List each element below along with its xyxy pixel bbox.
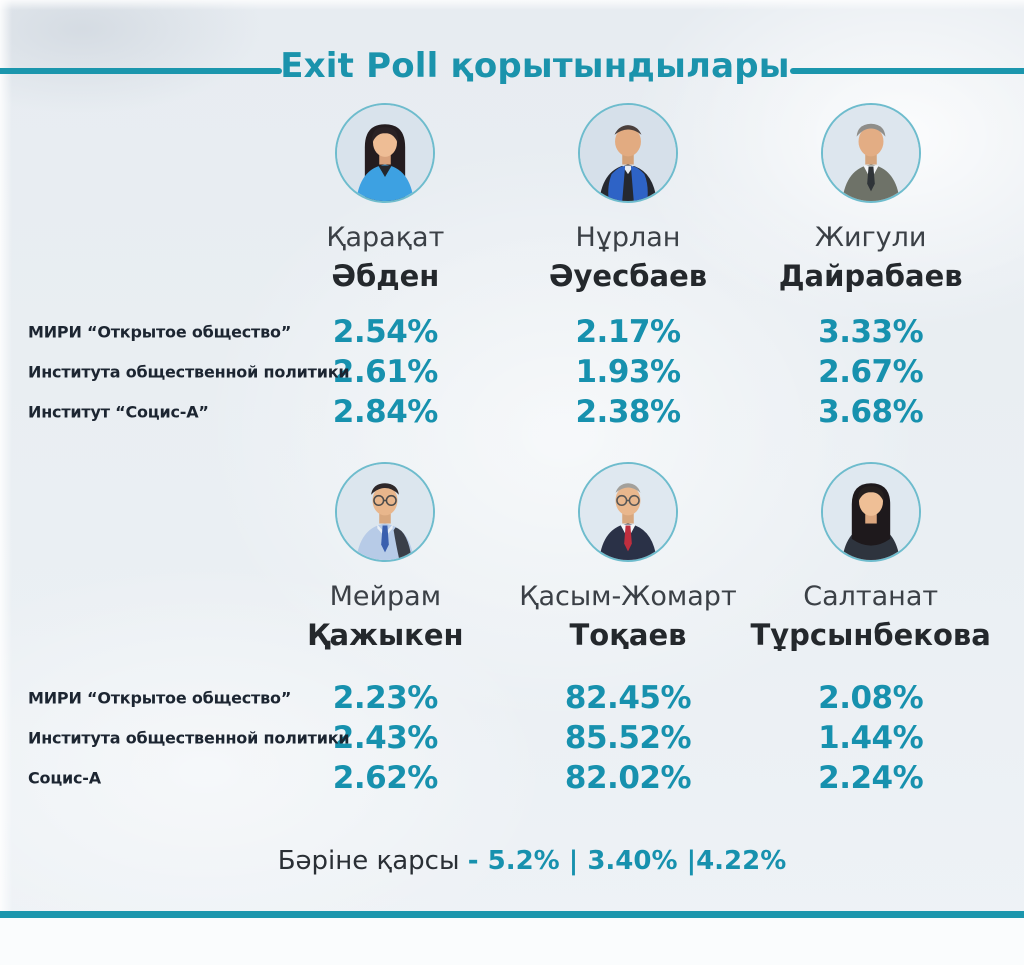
poll-value: 2.08% (818, 680, 924, 716)
candidate-last-name: Тоқаев (569, 618, 687, 652)
candidate-card-tokayev: Қасым-Жомарт Тоқаев (507, 462, 750, 655)
title-rule-right (790, 68, 1024, 74)
poll-value: 2.24% (818, 760, 924, 796)
candidate-photo-auesbaev (577, 103, 678, 203)
pollster-label: Институт “Социс-А” (28, 402, 209, 422)
candidate-photo-abden (335, 103, 436, 203)
against-all-values: - 5.2% | 3.40% |4.22% (467, 846, 787, 876)
candidate-photo-tokayev (577, 462, 678, 562)
poll-value: 82.02% (564, 760, 692, 796)
candidate-last-name: Тұрсынбекова (750, 618, 991, 652)
candidates-row-1: Қарақат Әбден Нұрлан Әуесбаев (264, 103, 992, 296)
poll-value: 2.67% (818, 354, 924, 390)
poll-value: 1.44% (818, 720, 924, 756)
person-icon (579, 464, 676, 560)
poll-value: 2.38% (575, 394, 681, 430)
poll-row: Института общественной политики 2.61% 1.… (0, 352, 1024, 392)
candidate-first-name: Салтанат (803, 581, 939, 612)
candidate-photo-kazhyken (335, 462, 436, 562)
poll-row: МИРИ “Открытое общество” 2.54% 2.17% 3.3… (0, 312, 1024, 352)
candidate-last-name: Қажыкен (307, 618, 464, 652)
candidate-photo-dairabaev (820, 103, 921, 203)
pollster-label: Института общественной политики (28, 728, 350, 748)
poll-value: 2.17% (575, 314, 681, 350)
candidate-last-name: Әуесбаев (548, 259, 708, 293)
page-title: Exit Poll қорытындылары (280, 46, 790, 86)
poll-row: Институт “Социс-А” 2.84% 2.38% 3.68% (0, 392, 1024, 432)
poll-values-row: 2.61% 1.93% 2.67% (264, 352, 992, 392)
poll-row: Социс-А 2.62% 82.02% 2.24% (0, 758, 1024, 798)
poll-value: 2.62% (332, 760, 439, 796)
candidate-first-name: Нұрлан (575, 222, 681, 253)
poll-value: 1.93% (575, 354, 681, 390)
poll-values-row: 2.62% 82.02% 2.24% (264, 758, 992, 798)
title-rule-left (0, 68, 282, 74)
poll-value: 3.68% (818, 394, 924, 430)
candidate-first-name: Жигули (814, 222, 927, 253)
bottom-accent-bar (0, 911, 1024, 918)
pollster-label: Института общественной политики (28, 362, 350, 382)
candidate-card-dairabaev: Жигули Дайрабаев (749, 103, 992, 296)
candidate-last-name: Әбден (331, 259, 440, 293)
pollster-label: Социс-А (28, 768, 101, 788)
poll-row: МИРИ “Открытое общество” 2.23% 82.45% 2.… (0, 678, 1024, 718)
poll-values-row: 2.23% 82.45% 2.08% (264, 678, 992, 718)
poll-values-row: 2.43% 85.52% 1.44% (264, 718, 992, 758)
candidates-row-2: Мейрам Қажыкен Қасым (264, 462, 992, 655)
person-icon (822, 464, 919, 560)
poll-value: 2.23% (332, 680, 439, 716)
poll-results-block-2: МИРИ “Открытое общество” 2.23% 82.45% 2.… (0, 678, 1024, 798)
person-icon (579, 105, 676, 201)
person-icon (337, 105, 434, 201)
person-icon (822, 105, 919, 201)
pollster-label: МИРИ “Открытое общество” (28, 688, 292, 708)
poll-values-row: 2.84% 2.38% 3.68% (264, 392, 992, 432)
candidate-photo-tursynbekova (820, 462, 921, 562)
poll-value: 2.43% (332, 720, 439, 756)
candidate-card-kazhyken: Мейрам Қажыкен (264, 462, 507, 655)
against-all-summary: Бәріне қарсы - 5.2% | 3.40% |4.22% (20, 844, 1024, 878)
candidate-card-abden: Қарақат Әбден (264, 103, 507, 296)
poll-value: 85.52% (564, 720, 692, 756)
candidate-card-tursynbekova: Салтанат Тұрсынбекова (749, 462, 992, 655)
poll-value: 2.61% (332, 354, 439, 390)
candidate-first-name: Қарақат (326, 222, 445, 253)
candidate-first-name: Мейрам (329, 581, 442, 612)
footer-area (0, 918, 1024, 965)
person-icon (337, 464, 434, 560)
candidate-first-name: Қасым-Жомарт (519, 581, 737, 612)
candidate-card-auesbaev: Нұрлан Әуесбаев (507, 103, 750, 296)
poll-value: 2.84% (332, 394, 439, 430)
pollster-label: МИРИ “Открытое общество” (28, 322, 292, 342)
against-all-label: Бәріне қарсы (277, 846, 468, 876)
poll-values-row: 2.54% 2.17% 3.33% (264, 312, 992, 352)
poll-results-block-1: МИРИ “Открытое общество” 2.54% 2.17% 3.3… (0, 312, 1024, 432)
poll-value: 3.33% (818, 314, 924, 350)
poll-row: Института общественной политики 2.43% 85… (0, 718, 1024, 758)
candidate-last-name: Дайрабаев (778, 259, 963, 293)
poll-value: 82.45% (564, 680, 692, 716)
poll-value: 2.54% (332, 314, 439, 350)
